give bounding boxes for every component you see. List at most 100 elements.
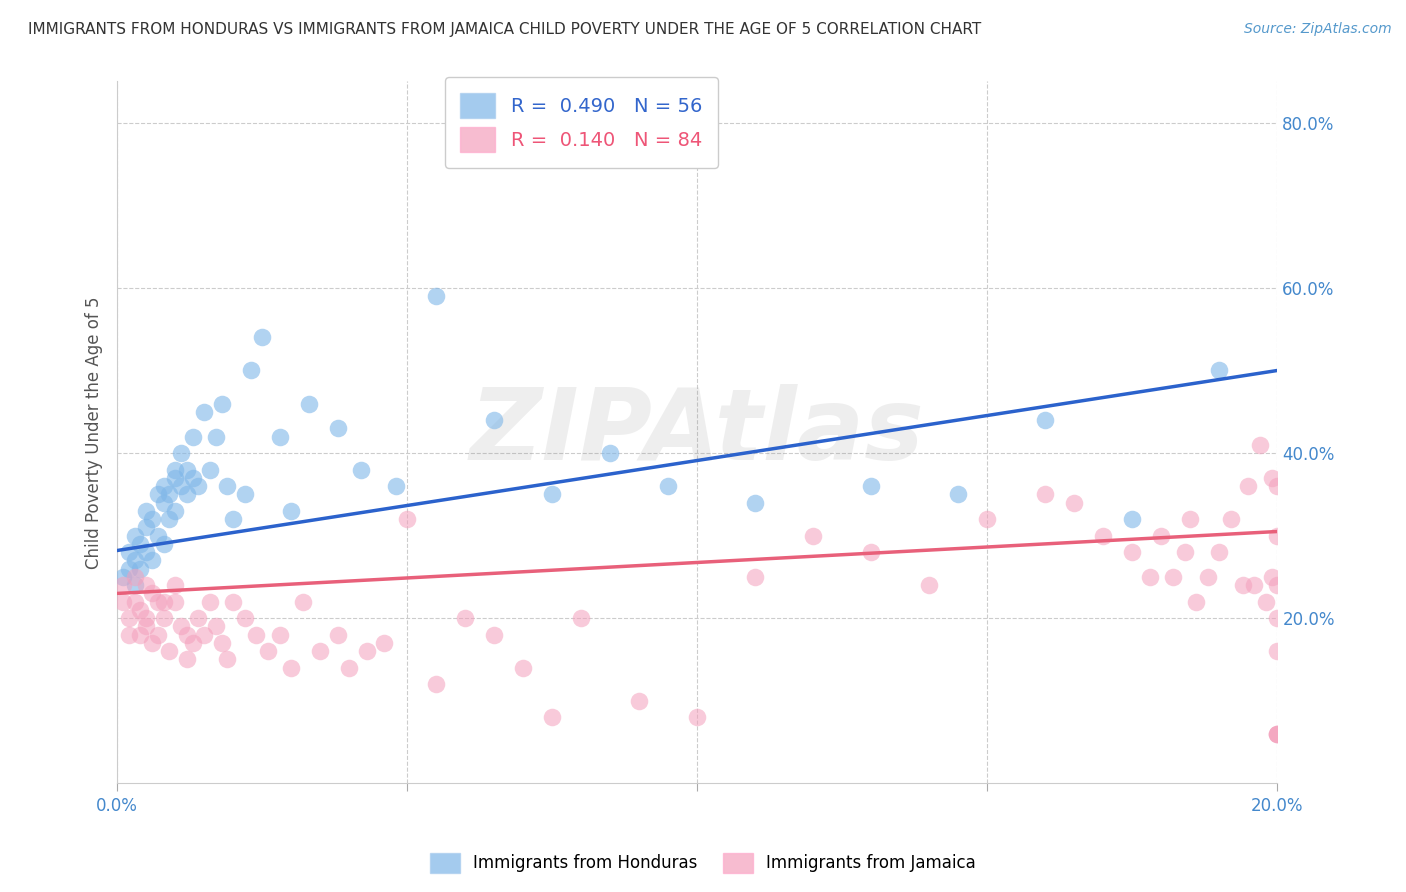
Y-axis label: Child Poverty Under the Age of 5: Child Poverty Under the Age of 5 [86,296,103,569]
Point [1161,570,1184,584]
Point [744,495,766,509]
Point [146,528,169,542]
Point [211,636,233,650]
Point [157,644,180,658]
Point [1267,644,1289,658]
Point [176,652,198,666]
Point [599,446,621,460]
Point [141,586,163,600]
Point [948,487,970,501]
Point [484,413,506,427]
Legend: Immigrants from Honduras, Immigrants from Jamaica: Immigrants from Honduras, Immigrants fro… [423,847,983,880]
Point [176,462,198,476]
Point [280,504,302,518]
Point [165,471,187,485]
Point [860,479,883,493]
Point [135,619,157,633]
Point [269,628,291,642]
Point [118,611,141,625]
Point [1254,595,1277,609]
Point [141,512,163,526]
Point [1208,545,1230,559]
Point [384,479,406,493]
Point [193,405,215,419]
Point [124,528,146,542]
Point [801,528,824,542]
Point [1139,570,1161,584]
Point [1063,495,1085,509]
Point [124,570,146,584]
Point [187,611,209,625]
Point [309,644,332,658]
Point [204,429,226,443]
Point [744,570,766,584]
Point [233,487,256,501]
Point [976,512,998,526]
Point [129,562,152,576]
Point [298,396,321,410]
Point [152,611,174,625]
Point [1267,727,1289,741]
Point [129,628,152,642]
Point [118,545,141,559]
Point [165,578,187,592]
Point [657,479,679,493]
Point [157,512,180,526]
Point [118,628,141,642]
Point [257,644,280,658]
Point [569,611,592,625]
Point [326,421,349,435]
Point [1174,545,1197,559]
Point [141,636,163,650]
Point [1267,727,1289,741]
Point [111,578,134,592]
Point [111,570,134,584]
Point [217,652,239,666]
Point [187,479,209,493]
Point [239,363,262,377]
Point [141,553,163,567]
Point [124,553,146,567]
Point [198,462,221,476]
Point [1249,438,1271,452]
Point [1033,413,1056,427]
Point [135,504,157,518]
Point [146,487,169,501]
Point [1121,512,1143,526]
Point [204,619,226,633]
Point [152,495,174,509]
Point [135,545,157,559]
Point [269,429,291,443]
Point [135,578,157,592]
Point [129,537,152,551]
Point [152,479,174,493]
Point [1180,512,1202,526]
Point [541,487,564,501]
Point [1208,363,1230,377]
Point [425,677,447,691]
Point [233,611,256,625]
Point [250,330,273,344]
Point [1197,570,1219,584]
Legend: R =  0.490   N = 56, R =  0.140   N = 84: R = 0.490 N = 56, R = 0.140 N = 84 [444,77,718,168]
Point [628,694,651,708]
Point [512,661,534,675]
Point [1092,528,1115,542]
Point [135,520,157,534]
Point [165,462,187,476]
Point [181,636,204,650]
Point [291,595,314,609]
Text: IMMIGRANTS FROM HONDURAS VS IMMIGRANTS FROM JAMAICA CHILD POVERTY UNDER THE AGE : IMMIGRANTS FROM HONDURAS VS IMMIGRANTS F… [28,22,981,37]
Point [484,628,506,642]
Point [165,595,187,609]
Point [124,595,146,609]
Point [337,661,360,675]
Point [373,636,395,650]
Point [181,429,204,443]
Point [170,619,193,633]
Point [1033,487,1056,501]
Point [918,578,941,592]
Point [1237,479,1260,493]
Point [541,710,564,724]
Point [146,628,169,642]
